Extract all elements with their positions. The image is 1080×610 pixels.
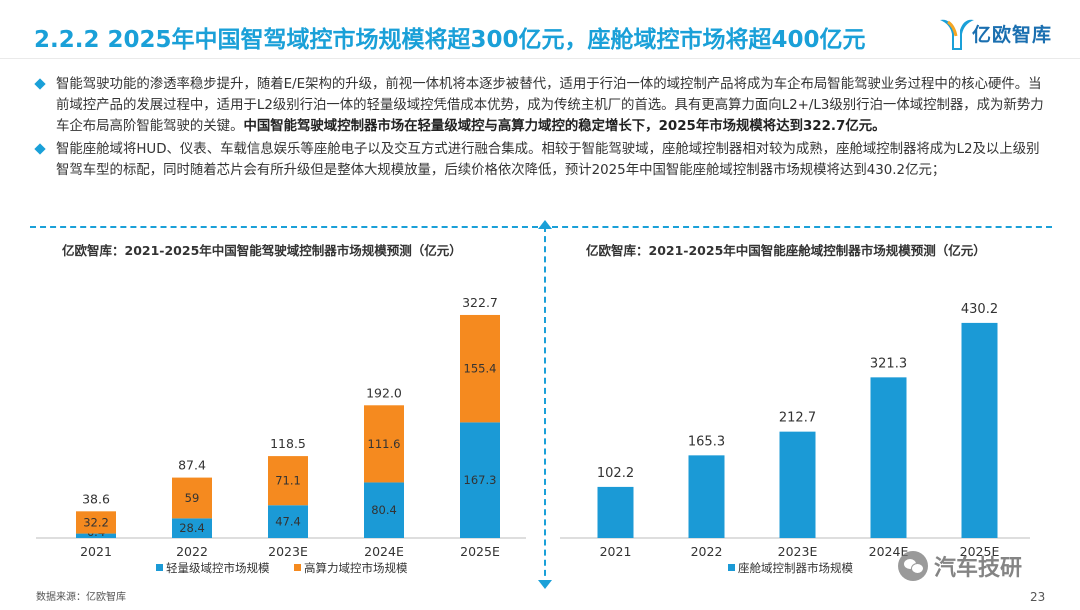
bar-segment <box>364 405 404 483</box>
data-label: 212.7 <box>779 411 816 426</box>
legend-swatch <box>294 564 301 571</box>
data-label: 430.2 <box>961 302 998 317</box>
bar-segment <box>364 482 404 538</box>
data-label: 102.2 <box>597 466 634 481</box>
bullet-item: 智能驾驶功能的渗透率稳步提升，随着E/E架构的升级，前视一体机将本逐步被替代，适… <box>34 74 1046 137</box>
bar <box>597 486 634 538</box>
x-tick-label: 2022 <box>691 544 723 559</box>
chart-title-driving: 亿欧智库：2021-2025年中国智能驾驶域控制器市场规模预测（亿元） <box>62 243 462 258</box>
wechat-icon <box>898 551 928 581</box>
bullet-bold-text: 中国智能驾驶域控制器市场在轻量级域控与高算力域控的稳定增长下，2025年市场规模… <box>243 119 886 134</box>
section-divider <box>552 226 1052 228</box>
bullet-list: 智能驾驶功能的渗透率稳步提升，随着E/E架构的升级，前视一体机将本逐步被替代，适… <box>34 74 1046 183</box>
bar <box>870 377 907 538</box>
diamond-bullet-icon <box>34 78 46 90</box>
legend-swatch <box>728 564 735 571</box>
section-divider <box>30 226 538 228</box>
data-label: 165.3 <box>688 434 725 449</box>
x-tick-label: 2025E <box>960 544 1000 559</box>
x-tick-label: 2023E <box>778 544 818 559</box>
x-tick-label: 2025E <box>460 544 500 559</box>
x-tick-label: 2021 <box>600 544 632 559</box>
bar-segment <box>460 314 500 423</box>
watermark: 汽车技研 <box>898 548 1058 584</box>
header-divider <box>0 58 1080 59</box>
brand-logo-icon <box>940 19 974 50</box>
total-label: 87.4 <box>178 458 206 473</box>
page-title: 2.2.2 2025年中国智驾域控市场规模将超300亿元，座舱域控市场将超400… <box>34 27 866 53</box>
legend-label: 高算力域控市场规模 <box>304 561 408 575</box>
total-label: 118.5 <box>270 436 306 451</box>
bar <box>779 431 816 538</box>
x-tick-label: 2024E <box>869 544 909 559</box>
bar-segment <box>172 518 212 538</box>
chart-title-cockpit: 亿欧智库：2021-2025年中国智能座舱域控制器市场规模预测（亿元） <box>586 243 986 258</box>
data-label: 47.4 <box>275 515 301 529</box>
data-label: 321.3 <box>870 356 907 371</box>
x-tick-label: 2024E <box>364 544 404 559</box>
bar-segment <box>76 533 116 538</box>
bullet-text: 智能座舱域将HUD、仪表、车载信息娱乐等座舱电子以及交互方式进行融合集成。相较于… <box>56 142 1040 178</box>
total-label: 192.0 <box>366 385 402 400</box>
data-label: 59 <box>185 491 200 505</box>
bar <box>961 322 998 538</box>
data-label: 71.1 <box>275 474 301 488</box>
brand-name: 亿欧智库 <box>972 24 1053 46</box>
cockpit-domain-chart: 102.2 2021 165.3 2022 212.7 2023E 321.3 2024E 43… <box>560 302 1030 575</box>
bullet-item: 智能座舱域将HUD、仪表、车载信息娱乐等座舱电子以及交互方式进行融合集成。相较于… <box>34 139 1046 181</box>
data-label: 32.2 <box>83 515 109 529</box>
bar-segment <box>76 511 116 534</box>
legend-label: 轻量级域控市场规模 <box>166 561 270 575</box>
bar-segment <box>268 505 308 538</box>
arrow-up-icon <box>538 220 552 229</box>
bar <box>688 455 725 538</box>
legend-swatch <box>156 564 163 571</box>
data-label: 111.6 <box>368 437 401 451</box>
page-number: 23 <box>1030 590 1046 604</box>
data-label: 167.3 <box>464 473 497 487</box>
data-source: 数据来源：亿欧智库 <box>36 592 126 603</box>
total-label: 322.7 <box>462 295 498 310</box>
legend-label: 座舱域控制器市场规模 <box>738 561 853 575</box>
data-label: 155.4 <box>464 362 497 376</box>
data-label: 28.4 <box>179 521 205 535</box>
bullet-text: 智能驾驶功能的渗透率稳步提升，随着E/E架构的升级，前视一体机将本逐步被替代，适… <box>56 77 1044 134</box>
driving-domain-chart: 6.432.238.6202128.45987.4202247.471.1118… <box>36 295 526 575</box>
bar-segment <box>460 422 500 538</box>
x-tick-label: 2021 <box>80 544 112 559</box>
diamond-bullet-icon <box>34 143 46 155</box>
arrow-down-icon <box>538 580 552 589</box>
data-label: 80.4 <box>371 503 397 517</box>
x-tick-label: 2022 <box>176 544 208 559</box>
bar-segment <box>268 456 308 506</box>
watermark-text: 汽车技研 <box>934 556 1023 581</box>
chart-divider <box>544 226 546 586</box>
bar-segment <box>172 477 212 519</box>
x-tick-label: 2023E <box>268 544 308 559</box>
total-label: 38.6 <box>82 491 110 506</box>
